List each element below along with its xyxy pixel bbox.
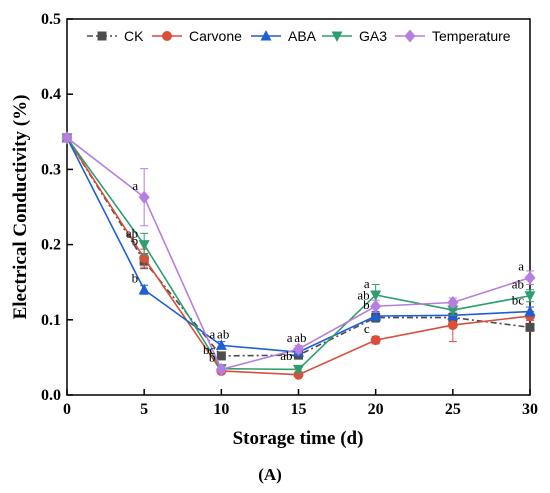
panel-label: (A): [258, 465, 282, 484]
x-tick-label: 20: [368, 401, 384, 418]
legend-entry-temperature: Temperature: [395, 28, 511, 44]
x-tick-label: 10: [213, 401, 229, 418]
y-tick-label: 0.5: [41, 11, 61, 28]
y-tick-label: 0.0: [41, 387, 61, 404]
legend: CK Carvone ABA GA3 Temperature: [87, 28, 511, 44]
data-point: [447, 296, 459, 310]
significance-letter: ab: [280, 348, 292, 363]
significance-letter: ab: [126, 226, 138, 241]
data-point: [524, 305, 536, 317]
legend-marker: [260, 30, 272, 41]
legend-entry-ck: CK: [87, 28, 144, 44]
significance-letter: a: [287, 330, 293, 345]
data-point: [293, 364, 304, 376]
series-layer: [61, 131, 536, 380]
legend-entry-ga3: GA3: [322, 28, 387, 44]
data-point: [447, 320, 458, 331]
data-point: [215, 362, 227, 376]
data-point: [293, 342, 304, 356]
y-tick-label: 0.3: [41, 161, 61, 178]
significance-letter: a: [518, 259, 524, 274]
y-tick-label: 0.1: [41, 312, 61, 329]
significance-letter: a: [364, 276, 370, 291]
x-tick-label: 25: [445, 401, 461, 418]
y-tick-label: 0.2: [41, 237, 61, 254]
legend-marker: [162, 31, 172, 41]
data-point: [138, 190, 150, 204]
significance-letter: b: [132, 271, 139, 286]
legend-marker: [331, 31, 343, 42]
legend-label: CK: [124, 28, 144, 44]
data-point: [138, 283, 150, 295]
x-tick-label: 0: [63, 401, 71, 418]
data-point: [61, 131, 73, 145]
axes-ticks: 0 5 10 15 20 25 30 0.0 0.1 0.2 0.3 0.4 0.5: [41, 11, 538, 418]
y-axis-title: Electrical Conductivity (%): [10, 95, 31, 320]
data-point: [216, 351, 226, 361]
legend-label: GA3: [359, 28, 387, 44]
legend-marker: [404, 29, 416, 43]
y-tick-label: 0.4: [41, 86, 61, 103]
data-point: [524, 271, 536, 285]
significance-letter: c: [364, 321, 370, 336]
x-tick-label: 5: [140, 401, 148, 418]
significance-letter: ab: [217, 326, 229, 341]
x-tick-label: 15: [291, 401, 307, 418]
significance-letter: b: [209, 350, 216, 365]
data-point: [370, 290, 382, 301]
data-point: [524, 291, 536, 302]
significance-letter: b: [132, 233, 139, 248]
legend-marker: [97, 31, 107, 41]
legend-entry-carvone: Carvone: [152, 28, 242, 44]
legend-label: Temperature: [432, 28, 511, 44]
series-temperature: [61, 131, 536, 376]
data-point: [215, 339, 227, 350]
x-tick-label: 30: [522, 401, 538, 418]
significance-letter: bc: [512, 293, 525, 308]
data-point: [525, 322, 535, 332]
data-point: [370, 299, 382, 313]
data-point: [138, 240, 150, 251]
significance-letter: ab: [357, 287, 369, 302]
significance-letter: b: [363, 297, 370, 312]
legend-entry-aba: ABA: [251, 28, 317, 44]
significance-letter: a: [210, 326, 216, 341]
data-point: [447, 305, 459, 317]
legend-label: Carvone: [189, 28, 242, 44]
x-axis-title: Storage time (d): [233, 428, 364, 449]
significance-letter: bc: [203, 342, 216, 357]
legend-label: ABA: [288, 28, 317, 44]
data-point: [370, 310, 382, 321]
significance-letter: ab: [294, 330, 306, 345]
significance-letter: ab: [512, 277, 524, 292]
data-point: [370, 335, 381, 346]
significance-letter: a: [132, 178, 138, 193]
